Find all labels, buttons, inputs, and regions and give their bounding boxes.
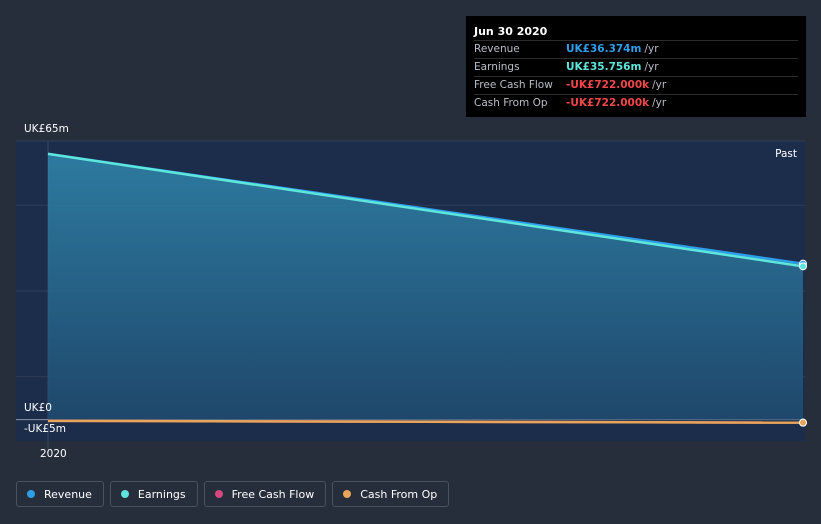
series-lines bbox=[47, 152, 804, 424]
legend-label: Revenue bbox=[44, 487, 92, 501]
y-tick-zero: UK£0 bbox=[24, 402, 52, 414]
tooltip-value: -UK£722.000k bbox=[566, 79, 650, 91]
point-earnings bbox=[799, 262, 807, 271]
tooltip-value: -UK£722.000k bbox=[566, 97, 650, 109]
tooltip-value: UK£36.374m bbox=[566, 43, 642, 55]
point-cash-from-op bbox=[799, 418, 807, 427]
y-tick-top: UK£65m bbox=[24, 123, 69, 135]
legend-dot-icon bbox=[343, 490, 352, 498]
line-earnings bbox=[47, 152, 804, 268]
tooltip-value: UK£35.756m bbox=[566, 61, 642, 73]
tooltip-label: Revenue bbox=[474, 43, 520, 55]
tooltip-unit: /yr bbox=[652, 79, 667, 91]
legend-label: Cash From Op bbox=[360, 487, 438, 501]
past-label: Past bbox=[775, 148, 797, 160]
legend-item-cash-from-op[interactable]: Cash From Op bbox=[332, 481, 450, 507]
tooltip-unit: /yr bbox=[644, 61, 659, 73]
tooltip-row-revenue: Revenue UK£36.374m /yr bbox=[474, 40, 798, 58]
series-areas bbox=[48, 153, 803, 420]
tooltip-row-earnings: Earnings UK£35.756m /yr bbox=[474, 58, 798, 76]
legend-label: Free Cash Flow bbox=[231, 487, 315, 501]
legend-dot-icon bbox=[120, 490, 129, 498]
tooltip-row-cash-from-op: Cash From Op -UK£722.000k /yr bbox=[474, 94, 798, 112]
x-tick-2020: 2020 bbox=[40, 448, 67, 460]
legend-item-revenue[interactable]: Revenue bbox=[16, 481, 104, 507]
legend-item-free-cash-flow[interactable]: Free Cash Flow bbox=[203, 481, 327, 507]
legend-label: Earnings bbox=[137, 487, 186, 501]
line-cash-from-op bbox=[47, 419, 804, 424]
legend-item-earnings[interactable]: Earnings bbox=[109, 481, 198, 507]
series-markers bbox=[799, 259, 807, 427]
tooltip-label: Free Cash Flow bbox=[474, 79, 553, 91]
tooltip-date: Jun 30 2020 bbox=[474, 25, 548, 38]
tooltip-unit: /yr bbox=[644, 43, 659, 55]
area-earnings bbox=[48, 153, 803, 420]
tooltip-unit: /yr bbox=[652, 97, 667, 109]
tooltip-panel: Jun 30 2020 Revenue UK£36.374m /yr Earni… bbox=[466, 16, 806, 117]
legend: Revenue Earnings Free Cash Flow Cash Fro… bbox=[16, 481, 450, 507]
legend-dot-icon bbox=[214, 490, 223, 498]
y-tick-bottom: -UK£5m bbox=[24, 423, 66, 435]
legend-dot-icon bbox=[27, 490, 35, 498]
tooltip-label: Earnings bbox=[474, 61, 520, 73]
tooltip-row-free-cash-flow: Free Cash Flow -UK£722.000k /yr bbox=[474, 76, 798, 94]
tooltip-label: Cash From Op bbox=[474, 97, 548, 109]
